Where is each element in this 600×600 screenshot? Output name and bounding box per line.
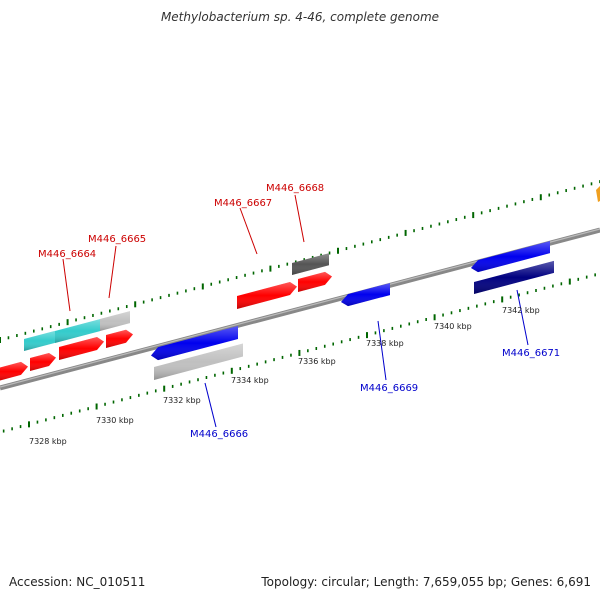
gene-feature-grey-2-shading xyxy=(154,343,243,380)
gene-feature-m446-6668[interactable] xyxy=(292,253,329,275)
callout-m446-6669 xyxy=(377,320,387,381)
gene-feature-m446-6664b[interactable] xyxy=(30,352,56,371)
gene-feature-m446-6671[interactable] xyxy=(474,260,554,294)
gene-feature-cyan-1-shading xyxy=(24,330,55,351)
gene-feature-m446-6664c[interactable] xyxy=(59,336,104,360)
callout-m446-6665 xyxy=(108,245,117,299)
scale-label: 7342 kbp xyxy=(502,306,540,315)
gene-feature-m446-6665b-shading xyxy=(106,329,133,348)
gene-label-m446-6667[interactable]: M446_6667 xyxy=(214,198,272,209)
gene-feature-m446-6664b-shading xyxy=(30,352,56,371)
gene-feature-m446-6670-shading xyxy=(471,241,550,273)
gene-feature-m446-6667-shading xyxy=(237,282,297,309)
callout-m446-6668 xyxy=(294,194,305,243)
gene-label-m446-6665[interactable]: M446_6665 xyxy=(88,234,146,245)
callout-m446-6667 xyxy=(239,207,258,255)
gene-label-m446-6671[interactable]: M446_6671 xyxy=(502,348,560,359)
accession-text: Accession: NC_010511 xyxy=(9,575,146,589)
scale-label: 7328 kbp xyxy=(29,437,67,446)
gene-feature-m446-6663[interactable] xyxy=(0,361,28,381)
gene-feature-grey-1[interactable] xyxy=(100,311,130,331)
gene-feature-m446-6668b-shading xyxy=(298,271,332,292)
gene-label-m446-6668[interactable]: M446_6668 xyxy=(266,183,324,194)
gene-feature-m446-6664c-shading xyxy=(59,336,104,360)
scale-label: 7332 kbp xyxy=(163,396,201,405)
callout-m446-6664 xyxy=(62,258,71,312)
map-title: Methylobacterium sp. 4-46, complete geno… xyxy=(160,10,440,24)
gene-feature-cyan-1[interactable] xyxy=(24,330,55,351)
scale-label: 7338 kbp xyxy=(366,339,404,348)
gene-feature-m446-6667[interactable] xyxy=(237,282,297,309)
gene-features xyxy=(0,241,554,381)
scale-label: 7330 kbp xyxy=(96,416,134,425)
gene-feature-m446-6666-shading xyxy=(151,326,238,361)
gene-feature-cyan-2[interactable] xyxy=(55,319,100,343)
gene-feature-m446-6669-shading xyxy=(341,283,390,307)
gene-feature-orange[interactable] xyxy=(596,186,600,202)
scale-label: 7334 kbp xyxy=(231,376,269,385)
outer-tick-track xyxy=(0,180,600,343)
gene-feature-m446-6665b[interactable] xyxy=(106,329,133,348)
inner-tick-track xyxy=(2,273,596,433)
scale-label: 7336 kbp xyxy=(298,357,336,366)
gene-feature-m446-6668-shading xyxy=(292,253,329,275)
callout-m446-6666 xyxy=(204,382,217,428)
gene-feature-grey-1-shading xyxy=(100,311,130,331)
gene-label-m446-6669[interactable]: M446_6669 xyxy=(360,383,418,394)
gene-feature-grey-2[interactable] xyxy=(154,343,243,380)
gene-label-m446-6664[interactable]: M446_6664 xyxy=(38,249,96,260)
genome-summary-text: Topology: circular; Length: 7,659,055 bp… xyxy=(261,575,591,589)
gene-feature-m446-6666[interactable] xyxy=(151,326,238,361)
gene-feature-m446-6670[interactable] xyxy=(471,241,550,273)
gene-feature-m446-6668b[interactable] xyxy=(298,271,332,292)
gene-feature-m446-6671-shading xyxy=(474,260,554,294)
scale-label: 7340 kbp xyxy=(434,322,472,331)
gene-feature-m446-6669[interactable] xyxy=(341,283,390,307)
gene-label-m446-6666[interactable]: M446_6666 xyxy=(190,429,248,440)
gene-feature-m446-6663-shading xyxy=(0,361,28,381)
callout-m446-6671 xyxy=(516,289,529,346)
gene-feature-cyan-2-shading xyxy=(55,319,100,343)
